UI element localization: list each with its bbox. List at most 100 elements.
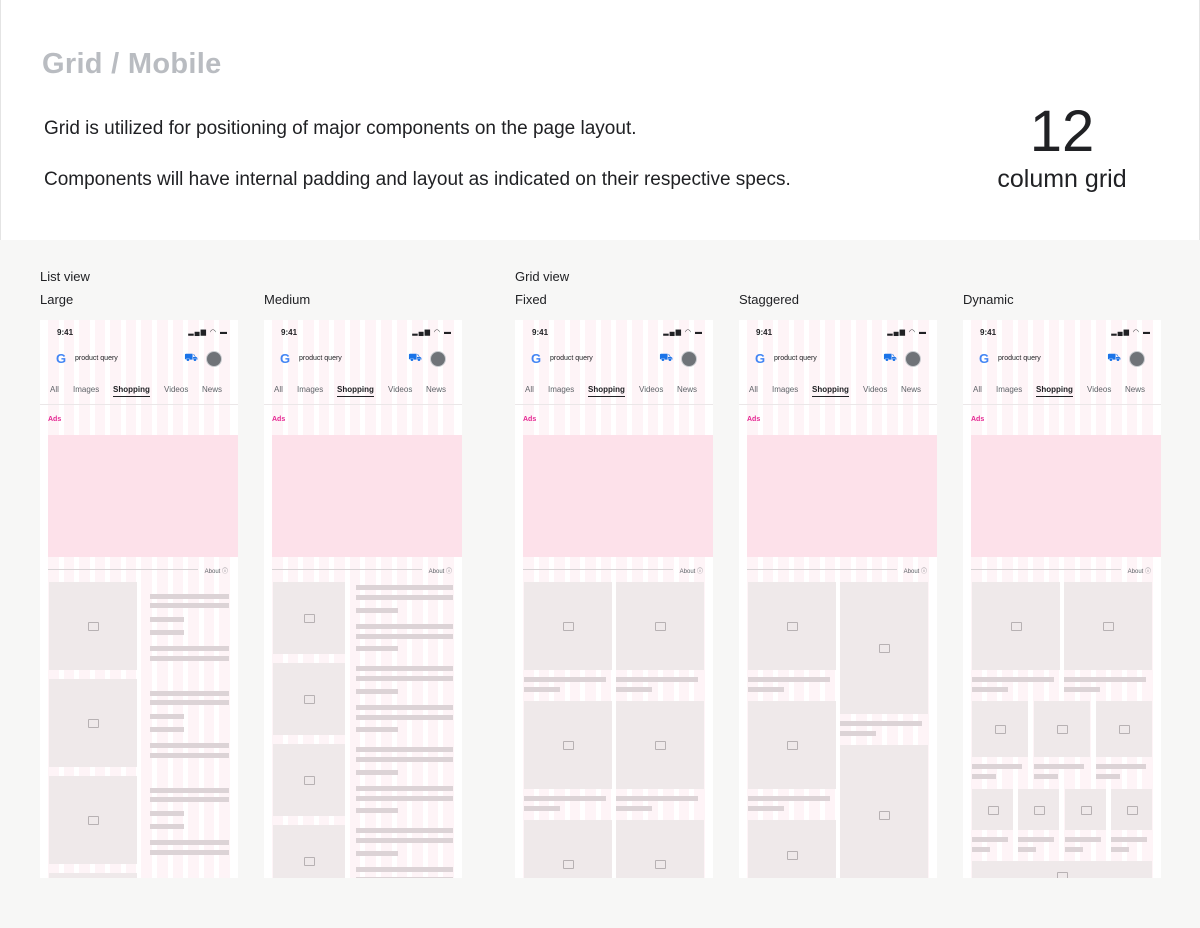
text-line-placeholder	[150, 797, 229, 802]
product-image-placeholder[interactable]	[972, 789, 1013, 830]
tab-all[interactable]: All	[749, 385, 758, 394]
ad-block[interactable]	[523, 435, 713, 557]
text-line-placeholder	[616, 806, 652, 811]
text-line-placeholder	[356, 634, 453, 639]
about-link[interactable]: About ⓘ	[1127, 569, 1151, 575]
product-image-placeholder[interactable]	[972, 701, 1028, 757]
tab-images[interactable]: Images	[996, 385, 1023, 394]
product-image-placeholder[interactable]	[524, 820, 612, 878]
product-image-placeholder[interactable]	[748, 701, 836, 789]
tab-all[interactable]: All	[525, 385, 534, 394]
tab-shopping[interactable]: Shopping	[113, 385, 150, 397]
product-image-placeholder[interactable]	[840, 582, 928, 714]
product-image-placeholder[interactable]	[1018, 789, 1059, 830]
product-image-placeholder[interactable]	[972, 861, 1152, 878]
product-image-placeholder[interactable]	[972, 582, 1060, 670]
about-link[interactable]: About ⓘ	[679, 569, 703, 575]
tab-news[interactable]: News	[677, 385, 698, 394]
avatar[interactable]	[681, 351, 697, 367]
product-image-placeholder[interactable]	[1111, 789, 1152, 830]
product-image-placeholder[interactable]	[1096, 701, 1152, 757]
tab-images[interactable]: Images	[772, 385, 799, 394]
tab-news[interactable]: News	[202, 385, 223, 394]
about-link[interactable]: About ⓘ	[903, 569, 927, 575]
search-query[interactable]: product query	[75, 355, 118, 362]
avatar[interactable]	[206, 351, 222, 367]
avatar[interactable]	[905, 351, 921, 367]
avatar[interactable]	[430, 351, 446, 367]
about-link[interactable]: About ⓘ	[428, 569, 452, 575]
search-query[interactable]: product query	[998, 355, 1041, 362]
text-line-placeholder	[150, 691, 229, 696]
cart-icon[interactable]: ⛟	[883, 352, 897, 364]
search-query[interactable]: product query	[550, 355, 593, 362]
tab-shopping[interactable]: Shopping	[812, 385, 849, 397]
product-image-placeholder[interactable]	[273, 582, 345, 654]
product-image-placeholder[interactable]	[49, 679, 137, 767]
tab-shopping[interactable]: Shopping	[337, 385, 374, 397]
product-image-placeholder[interactable]	[273, 744, 345, 816]
avatar[interactable]	[1129, 351, 1145, 367]
search-tabs: All Images Shopping Videos News	[40, 382, 238, 402]
product-image-placeholder[interactable]	[1065, 789, 1106, 830]
ad-block[interactable]	[747, 435, 937, 557]
ad-block[interactable]	[48, 435, 238, 557]
image-placeholder-icon	[563, 860, 574, 869]
search-query[interactable]: product query	[774, 355, 817, 362]
tab-videos[interactable]: Videos	[639, 385, 664, 394]
text-line-placeholder	[150, 594, 229, 599]
product-image-placeholder[interactable]	[748, 820, 836, 878]
tab-all[interactable]: All	[274, 385, 283, 394]
product-image-placeholder[interactable]	[748, 582, 836, 670]
product-image-placeholder[interactable]	[616, 582, 704, 670]
search-query[interactable]: product query	[299, 355, 342, 362]
product-image-placeholder[interactable]	[49, 582, 137, 670]
text-line-placeholder	[840, 731, 876, 736]
product-image-placeholder[interactable]	[616, 820, 704, 878]
tab-videos[interactable]: Videos	[863, 385, 888, 394]
about-link[interactable]: About ⓘ	[204, 569, 228, 575]
tab-images[interactable]: Images	[548, 385, 575, 394]
product-image-placeholder[interactable]	[616, 701, 704, 789]
cart-icon[interactable]: ⛟	[659, 352, 673, 364]
product-image-placeholder[interactable]	[1034, 701, 1090, 757]
product-image-placeholder[interactable]	[49, 873, 137, 878]
tab-videos[interactable]: Videos	[1087, 385, 1112, 394]
tab-videos[interactable]: Videos	[388, 385, 413, 394]
text-line-placeholder	[1018, 847, 1036, 852]
product-image-placeholder[interactable]	[524, 701, 612, 789]
tab-news[interactable]: News	[426, 385, 447, 394]
product-image-placeholder[interactable]	[273, 663, 345, 735]
tab-news[interactable]: News	[1125, 385, 1146, 394]
product-image-placeholder[interactable]	[49, 776, 137, 864]
tab-all[interactable]: All	[50, 385, 59, 394]
tab-shopping[interactable]: Shopping	[588, 385, 625, 397]
cart-icon[interactable]: ⛟	[408, 352, 422, 364]
tab-images[interactable]: Images	[297, 385, 324, 394]
tab-all[interactable]: All	[973, 385, 982, 394]
search-tabs: All Images Shopping Videos News	[963, 382, 1161, 402]
cart-icon[interactable]: ⛟	[1107, 352, 1121, 364]
tab-videos[interactable]: Videos	[164, 385, 189, 394]
product-image-placeholder[interactable]	[273, 825, 345, 878]
product-image-placeholder[interactable]	[524, 582, 612, 670]
google-logo-icon: G	[280, 351, 291, 366]
tab-images[interactable]: Images	[73, 385, 100, 394]
text-line-placeholder	[150, 700, 229, 705]
cart-icon[interactable]: ⛟	[184, 352, 198, 364]
product-image-placeholder[interactable]	[1064, 582, 1152, 670]
status-icons: ▂▄▆ ◠ ▬	[412, 329, 452, 336]
tab-news[interactable]: News	[901, 385, 922, 394]
ad-block[interactable]	[272, 435, 462, 557]
view-label-large: Large	[40, 292, 74, 307]
ad-block[interactable]	[971, 435, 1161, 557]
image-placeholder-icon	[304, 857, 315, 866]
tab-shopping[interactable]: Shopping	[1036, 385, 1073, 397]
product-image-placeholder[interactable]	[840, 745, 928, 878]
